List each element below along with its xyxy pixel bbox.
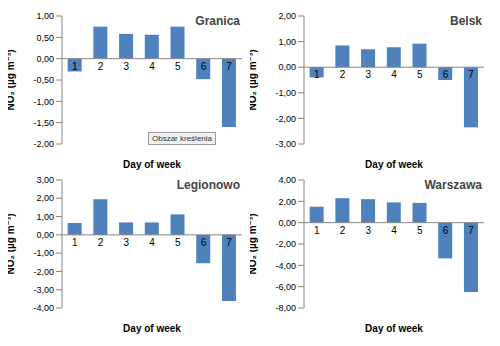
svg-text:NO₂ (µg m⁻³): NO₂ (µg m⁻³)	[8, 49, 16, 110]
svg-text:2: 2	[98, 61, 104, 72]
svg-text:-4,00: -4,00	[33, 303, 54, 313]
svg-text:5: 5	[175, 61, 181, 72]
svg-text:2,00: 2,00	[36, 193, 54, 203]
html-text:Obszar kreślenia: Obszar kreślenia	[152, 134, 212, 143]
svg-text:2: 2	[340, 225, 346, 236]
svg-text:-1,00: -1,00	[33, 97, 54, 107]
svg-text:0,00: 0,00	[36, 230, 54, 240]
svg-text:3: 3	[124, 237, 130, 248]
svg-text:0,00: 0,00	[278, 218, 296, 228]
svg-text:-2,00: -2,00	[33, 139, 54, 149]
svg-text:6: 6	[443, 225, 449, 236]
svg-text:3: 3	[366, 225, 372, 236]
svg-text:NO₂ (µg m⁻³): NO₂ (µg m⁻³)	[250, 49, 258, 110]
svg-text:-8,00: -8,00	[275, 303, 296, 313]
svg-text:-0,50: -0,50	[33, 75, 54, 85]
svg-text:-1,50: -1,50	[33, 118, 54, 128]
svg-text:Day of week: Day of week	[123, 323, 181, 334]
svg-text:Day of week: Day of week	[365, 159, 423, 170]
svg-text:1: 1	[314, 225, 320, 236]
svg-text:1,00: 1,00	[278, 37, 296, 47]
svg-text:4,00: 4,00	[278, 175, 296, 185]
svg-text:Day of week: Day of week	[123, 159, 181, 170]
svg-text:6: 6	[201, 61, 207, 72]
svg-text:-6,00: -6,00	[275, 282, 296, 292]
svg-text:0,00: 0,00	[36, 54, 54, 64]
svg-text:1: 1	[72, 237, 78, 248]
svg-text:1,00: 1,00	[36, 212, 54, 222]
svg-text:7: 7	[468, 225, 474, 236]
svg-text:5: 5	[417, 69, 423, 80]
svg-text:4: 4	[149, 237, 155, 248]
svg-text:-1,00: -1,00	[275, 88, 296, 98]
svg-text:-3,00: -3,00	[33, 285, 54, 295]
svg-text:4: 4	[391, 69, 397, 80]
svg-text:6: 6	[443, 69, 449, 80]
svg-text:7: 7	[468, 69, 474, 80]
svg-text:NO₂ (µg m⁻³): NO₂ (µg m⁻³)	[250, 213, 258, 274]
svg-text:-1,00: -1,00	[33, 248, 54, 258]
html-text:Warszawa: Warszawa	[424, 178, 482, 192]
svg-text:0,50: 0,50	[36, 33, 54, 43]
svg-text:6: 6	[201, 237, 207, 248]
svg-text:-3,00: -3,00	[275, 139, 296, 149]
svg-text:2,00: 2,00	[278, 197, 296, 207]
svg-text:-2,00: -2,00	[275, 239, 296, 249]
svg-text:NO₂ (µg m⁻³): NO₂ (µg m⁻³)	[8, 213, 16, 274]
svg-text:4: 4	[149, 61, 155, 72]
svg-text:3: 3	[366, 69, 372, 80]
svg-text:-4,00: -4,00	[275, 261, 296, 271]
svg-text:7: 7	[226, 237, 232, 248]
svg-text:4: 4	[391, 225, 397, 236]
svg-text:7: 7	[226, 61, 232, 72]
svg-text:2: 2	[98, 237, 104, 248]
svg-text:0,00: 0,00	[278, 62, 296, 72]
html-text:Legionowo: Legionowo	[176, 178, 240, 192]
svg-text:1: 1	[72, 61, 78, 72]
svg-text:3: 3	[124, 61, 130, 72]
svg-text:3,00: 3,00	[36, 175, 54, 185]
svg-text:2,00: 2,00	[278, 11, 296, 21]
svg-text:-2,00: -2,00	[33, 267, 54, 277]
svg-text:Day of week: Day of week	[365, 323, 423, 334]
html-text:Belsk: Belsk	[450, 14, 482, 28]
svg-text:1: 1	[314, 69, 320, 80]
svg-text:5: 5	[175, 237, 181, 248]
html-text:Granica: Granica	[195, 14, 240, 28]
svg-text:2: 2	[340, 69, 346, 80]
svg-text:5: 5	[417, 225, 423, 236]
svg-text:-2,00: -2,00	[275, 114, 296, 124]
svg-text:1,00: 1,00	[36, 11, 54, 21]
